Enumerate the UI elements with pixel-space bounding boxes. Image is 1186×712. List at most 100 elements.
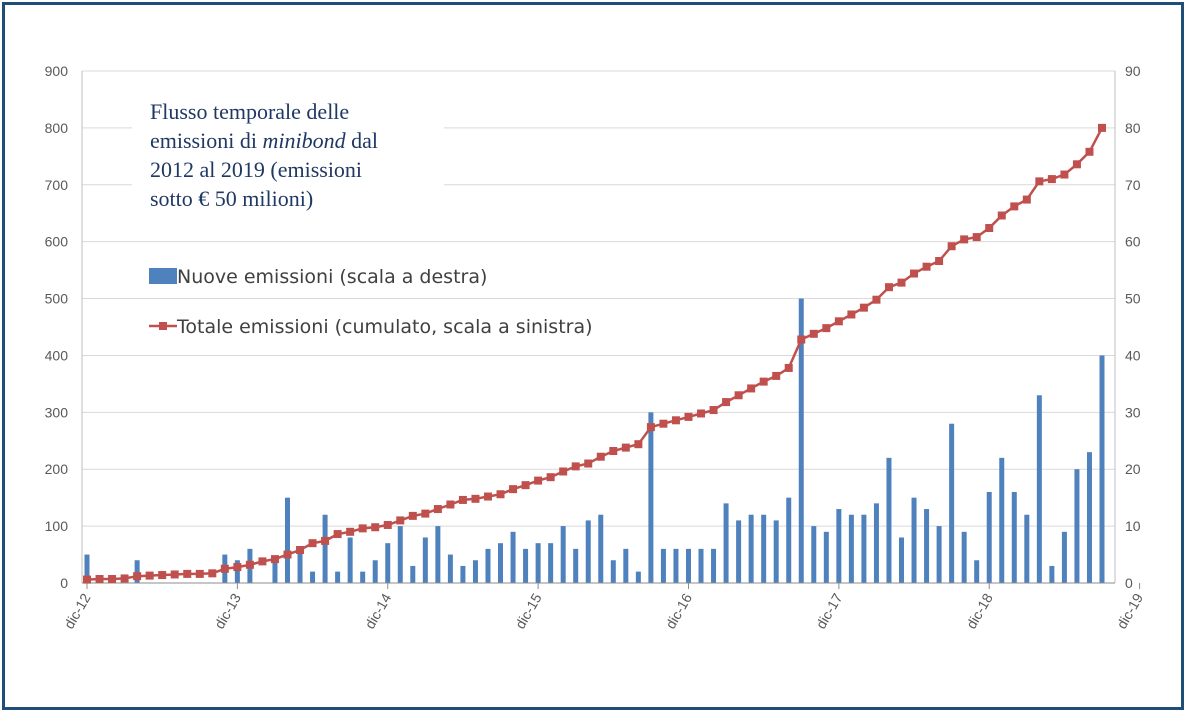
bar-nuove-emissioni [523,548,529,583]
chart-title: Flusso temporale delle emissioni di minib… [150,99,378,211]
bar-nuove-emissioni [999,457,1005,583]
bar-nuove-emissioni [397,526,403,583]
line-marker [997,211,1006,220]
line-marker [671,416,680,425]
bar-nuove-emissioni [1061,531,1067,583]
bar-nuove-emissioni [347,537,353,583]
line-marker [446,500,455,509]
line-marker [809,329,818,338]
line-marker [283,550,292,559]
bar-nuove-emissioni [736,520,742,583]
line-marker [95,575,104,584]
line-marker [396,516,405,525]
right-axis-tick-label: 90 [1125,63,1141,79]
x-axis-tick-label: dic-15 [512,590,545,631]
bar-nuove-emissioni [1099,355,1105,583]
left-axis-tick-label: 300 [45,404,69,420]
line-marker [421,509,430,518]
bar-nuove-emissioni [773,520,779,583]
line-marker [158,571,167,580]
line-marker [922,262,931,271]
bar-nuove-emissioni [498,543,504,583]
line-marker [270,555,279,564]
title-segment: emissioni di [150,128,262,153]
bar-nuove-emissioni [1049,565,1055,583]
bar-nuove-emissioni [598,514,604,583]
left-axis-tick-label: 900 [45,63,69,79]
legend-swatch-marker [159,322,167,330]
line-marker [822,324,831,333]
bar-nuove-emissioni [823,531,829,583]
bar-nuove-emissioni [272,560,278,583]
line-marker [722,398,731,407]
line-marker [884,283,893,292]
bar-nuove-emissioni [297,548,303,583]
title-segment: dal [346,128,378,153]
line-marker [170,570,179,579]
bar-nuove-emissioni [84,554,90,583]
line-marker [1060,170,1069,179]
line-marker [1022,195,1031,204]
line-marker [646,423,655,432]
line-marker [634,440,643,449]
bar-nuove-emissioni [786,497,792,583]
line-marker [258,557,267,566]
bar-nuove-emissioni [685,548,691,583]
line-marker [458,495,467,504]
bar-nuove-emissioni [447,554,453,583]
bar-nuove-emissioni [711,548,717,583]
bar-nuove-emissioni [723,503,729,583]
bar-nuove-emissioni [698,548,704,583]
line-marker [897,278,906,287]
bar-nuove-emissioni [234,560,240,583]
line-marker [208,569,217,578]
bar-nuove-emissioni [924,509,930,583]
left-axis-tick-label: 100 [45,518,69,534]
bar-nuove-emissioni [961,531,967,583]
x-axis-tick-label: dic-16 [662,590,695,631]
line-marker [245,560,254,569]
bar-nuove-emissioni [535,543,541,583]
left-axis-tick-label: 0 [60,575,68,591]
line-marker [483,492,492,501]
line-marker [659,419,668,428]
right-axis-tick-label: 30 [1125,404,1141,420]
line-marker [308,539,317,548]
left-axis-tick-label: 700 [45,177,69,193]
x-axis-tick-label: dic-17 [813,590,846,631]
line-marker [747,384,756,393]
bar-nuove-emissioni [836,509,842,583]
line-marker [1035,177,1044,186]
right-axis-tick-label: 20 [1125,461,1141,477]
bar-nuove-emissioni [372,560,378,583]
line-marker [935,257,944,266]
legend-label-line: Totale emissioni (cumulato, scala a sini… [176,316,593,338]
title-segment: 2012 al 2019 (emissioni [150,157,362,182]
bar-nuove-emissioni [573,548,579,583]
left-axis-tick-label: 800 [45,120,69,136]
bar-nuove-emissioni [460,565,466,583]
line-marker [985,224,994,233]
bar-nuove-emissioni [548,543,554,583]
line-marker [784,363,793,372]
bar-nuove-emissioni [886,457,892,583]
right-axis-tick-label: 40 [1125,347,1141,363]
bar-nuove-emissioni [435,526,441,583]
bar-nuove-emissioni [911,497,917,583]
bar-nuove-emissioni [811,526,817,583]
line-marker [233,563,242,572]
bar-nuove-emissioni [748,514,754,583]
line-marker [509,485,518,494]
line-marker [1047,175,1056,184]
bar-nuove-emissioni [560,526,566,583]
bar-nuove-emissioni [134,560,140,583]
line-marker [584,459,593,468]
bar-nuove-emissioni [510,531,516,583]
x-axis-tick-label: dic-19 [1113,590,1146,631]
line-marker [960,235,969,244]
bar-nuove-emissioni [335,571,341,583]
bar-nuove-emissioni [360,571,366,583]
line-marker [83,575,91,584]
line-marker [195,569,204,578]
x-axis-tick-label: dic-13 [211,590,244,631]
